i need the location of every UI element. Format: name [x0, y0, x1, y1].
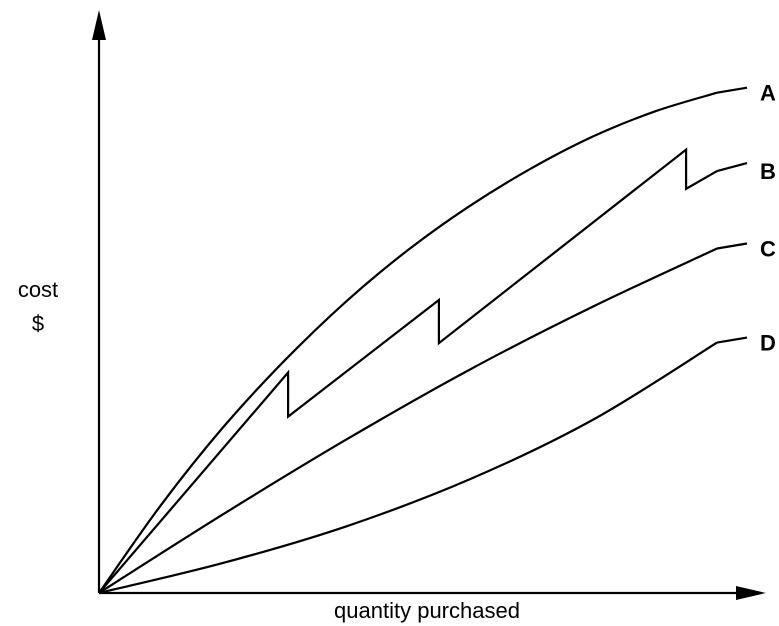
y-axis-label-line-2: $: [32, 311, 44, 336]
series-leader-d: [716, 336, 748, 344]
series-leader-b: [716, 162, 748, 173]
series-leader-c: [716, 242, 748, 250]
y-axis-label-line-1: cost: [18, 277, 58, 302]
series-line-d: [98, 341, 718, 595]
series-leader-a: [716, 86, 748, 94]
series-label-d: D: [760, 331, 776, 356]
series-label-b: B: [760, 159, 776, 184]
x-axis-arrowhead: [736, 586, 766, 600]
axes: [92, 10, 766, 600]
series-line-a: [98, 91, 718, 594]
x-axis-label: quantity purchased: [334, 598, 520, 623]
series-line-c: [98, 247, 718, 594]
series-label-a: A: [760, 81, 776, 106]
series-label-c: C: [760, 237, 776, 262]
y-axis-arrowhead: [92, 10, 106, 40]
series-line-b: [98, 147, 718, 594]
series-layer: A B C D: [98, 81, 776, 595]
